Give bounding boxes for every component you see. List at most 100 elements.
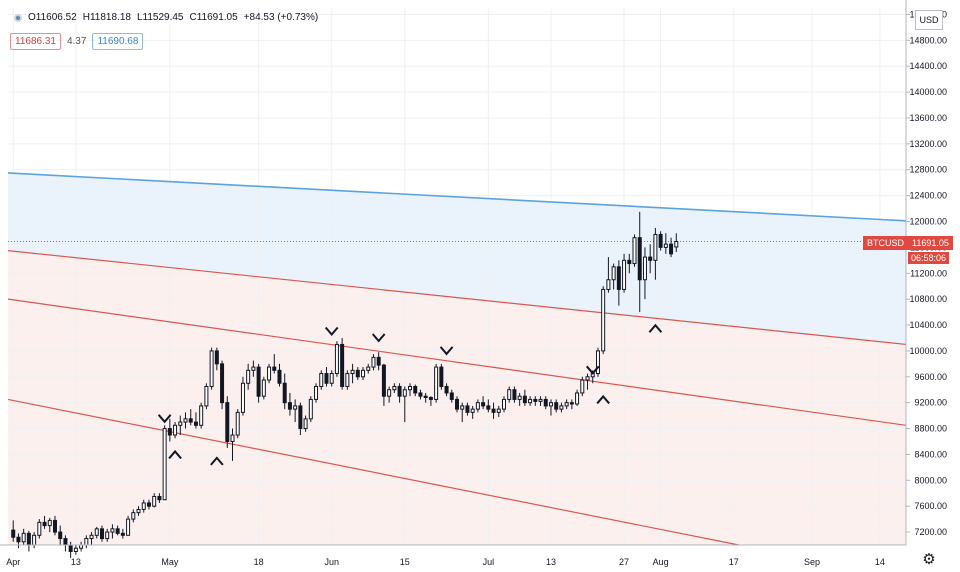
candle-body <box>397 385 402 397</box>
candle-body <box>214 350 219 365</box>
candle-body <box>522 395 527 404</box>
candle-body <box>580 379 585 394</box>
candle-body <box>413 385 418 394</box>
y-tick-label: 7600.00 <box>914 501 947 511</box>
candle-body <box>475 402 480 410</box>
candle-body <box>115 528 120 534</box>
candle-body <box>293 405 298 410</box>
channel-lines[interactable] <box>7 172 907 546</box>
candle-body <box>73 547 78 552</box>
candle-body <box>334 343 339 375</box>
candle-body <box>167 428 172 436</box>
x-tick-label: May <box>161 557 179 567</box>
candle-body <box>653 233 658 261</box>
channel-line-red-3[interactable] <box>7 398 740 546</box>
y-tick-label: 11200.00 <box>910 268 947 278</box>
candle-body <box>303 418 308 430</box>
up-marker-icon <box>168 449 182 460</box>
buy-price-button[interactable]: 11690.68 <box>92 33 144 50</box>
candle-body <box>669 243 674 255</box>
ohlc-legend: O11606.52 H11818.18 L11529.45 C11691.05 … <box>14 12 318 23</box>
candle-body <box>554 402 559 410</box>
spread-value: 4.37 <box>66 36 87 47</box>
candle-body <box>428 396 433 400</box>
up-marker-icon <box>648 323 663 333</box>
candle-body <box>632 237 637 265</box>
candle-body <box>595 350 600 375</box>
candle-body <box>209 350 214 387</box>
candle-body <box>439 366 444 387</box>
channel-line-red-1[interactable] <box>7 250 907 346</box>
candle-body <box>308 398 313 420</box>
candle-body <box>548 402 553 407</box>
candle-body <box>538 398 543 402</box>
candle-body <box>63 538 68 546</box>
candle-body <box>225 402 230 442</box>
bar-countdown: 06:58:06 <box>908 252 950 264</box>
candle-body <box>611 266 616 281</box>
candle-body <box>376 356 381 366</box>
candle-body <box>126 518 131 536</box>
candle-body <box>627 259 632 265</box>
candle-body <box>52 519 57 533</box>
symbol-status-icon <box>14 13 22 22</box>
y-tick-label: 8400.00 <box>914 449 947 459</box>
candle-body <box>188 418 193 423</box>
candle-body <box>585 376 590 381</box>
candle-body <box>32 534 37 546</box>
candle-body <box>392 385 397 391</box>
currency-label[interactable]: USD <box>915 10 943 30</box>
candle-body <box>58 531 63 540</box>
y-tick-label: 10800.00 <box>909 294 947 304</box>
candle-body <box>517 395 522 400</box>
candles-layer <box>11 211 679 558</box>
candle-body <box>193 421 198 426</box>
candle-body <box>543 398 548 407</box>
gear-icon[interactable]: ⚙ <box>922 551 936 568</box>
candle-body <box>26 532 31 546</box>
change-value: +84.53 (+0.73%) <box>243 12 319 23</box>
candle-body <box>512 389 517 400</box>
x-tick-label: Apr <box>6 557 20 567</box>
x-tick-label: 18 <box>254 557 264 567</box>
candle-body <box>220 363 225 404</box>
candle-body <box>559 405 564 410</box>
y-tick-label: 9200.00 <box>914 398 947 408</box>
candle-body <box>282 382 287 404</box>
candle-body <box>256 366 261 397</box>
candle-body <box>314 385 319 400</box>
candle-body <box>110 528 115 533</box>
candle-body <box>648 256 653 261</box>
candle-body <box>486 405 491 410</box>
channel-line-red-2[interactable] <box>7 298 907 426</box>
y-tick-label: 9600.00 <box>914 372 947 382</box>
candle-body <box>105 531 110 540</box>
candle-body <box>162 428 167 501</box>
x-tick-label: 14 <box>875 557 885 567</box>
candle-body <box>84 538 89 546</box>
candle-body <box>204 385 209 407</box>
candle-body <box>178 421 183 426</box>
candle-body <box>434 366 439 400</box>
candle-body <box>277 369 282 384</box>
last-price-badge: BTCUSD 11691.05 <box>863 236 953 250</box>
y-tick-label: 14800.00 <box>909 35 947 45</box>
x-tick-label: Jun <box>324 557 339 567</box>
candle-body <box>350 369 355 375</box>
sell-price-button[interactable]: 11686.31 <box>10 33 61 50</box>
candle-body <box>423 395 428 398</box>
channel-line-upper-blue[interactable] <box>7 172 907 222</box>
candle-body <box>235 411 240 436</box>
down-marker-icon <box>371 333 386 343</box>
badge-price: 11691.05 <box>912 238 949 248</box>
candle-body <box>298 405 303 430</box>
x-tick-label: 13 <box>546 557 556 567</box>
high-value: H11818.18 <box>82 12 131 23</box>
y-tick-label: 10000.00 <box>909 346 947 356</box>
candle-body <box>47 519 52 527</box>
candle-body <box>637 237 642 281</box>
candle-body <box>381 364 386 397</box>
candle-body <box>340 343 345 387</box>
candle-body <box>37 521 42 536</box>
